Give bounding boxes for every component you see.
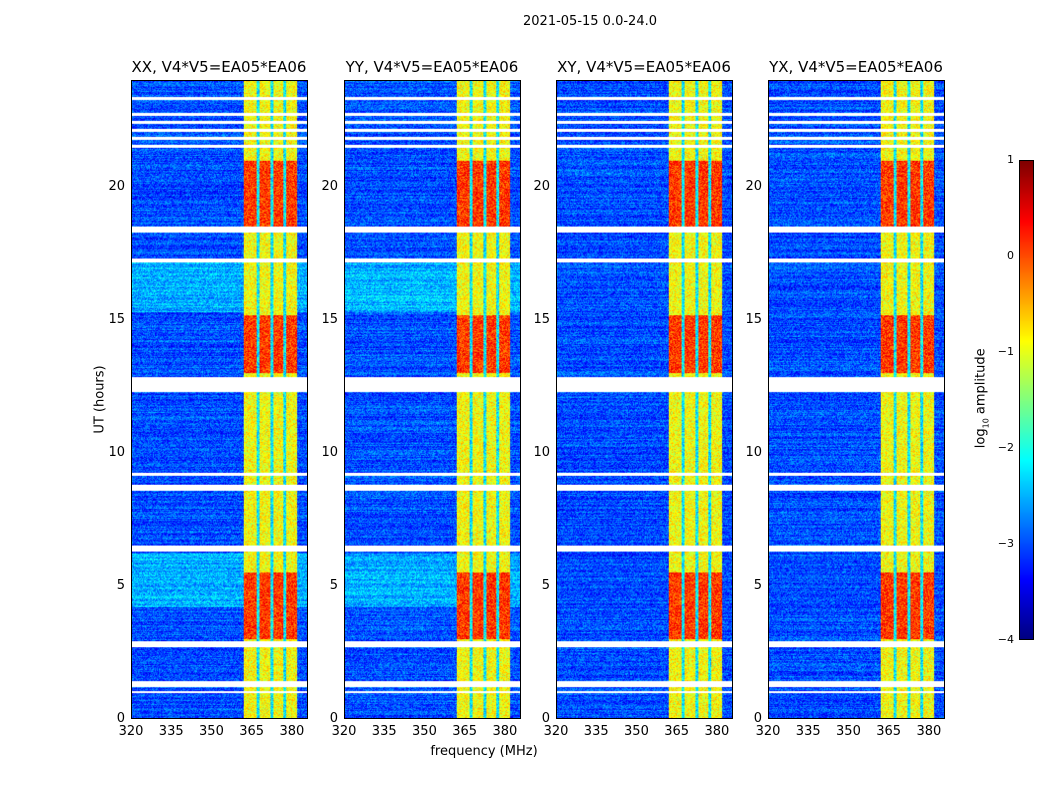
y-tick-label: 0 — [753, 711, 762, 726]
x-tick-label: 380 — [279, 724, 305, 739]
y-tick-label: 15 — [321, 311, 338, 327]
y-tick-label: 0 — [541, 711, 550, 726]
y-tick-label: 0 — [116, 711, 125, 726]
x-tick-label: 380 — [492, 724, 518, 739]
x-tick-label: 335 — [583, 724, 609, 739]
y-tick-label: 10 — [533, 444, 550, 460]
colorbar-tick-label: 1 — [1007, 153, 1014, 166]
colorbar-tick-label: −2 — [997, 441, 1014, 454]
y-tick-label: 15 — [745, 311, 762, 327]
x-tick-label: 365 — [664, 724, 690, 739]
y-tick-label: 5 — [753, 577, 762, 593]
x-tick-label: 350 — [836, 724, 861, 739]
heatmap-cells — [556, 80, 733, 719]
x-tick-label: 365 — [876, 724, 902, 739]
x-tick-label: 380 — [916, 724, 942, 739]
y-tick-label: 0 — [329, 711, 338, 726]
y-tick-label: 5 — [116, 577, 125, 593]
colorbar-tick-label: −1 — [997, 345, 1014, 358]
figure-title: 2021-05-15 0.0-24.0 — [523, 14, 657, 29]
y-tick-label: 15 — [533, 311, 550, 327]
y-tick-label: 20 — [108, 178, 125, 194]
y-tick-label: 20 — [745, 178, 762, 194]
x-tick-label: 320 — [118, 724, 144, 739]
y-axis-label: UT (hours) — [92, 365, 108, 434]
x-tick-label: 320 — [543, 724, 569, 739]
x-tick-label: 320 — [331, 724, 357, 739]
colorbar-tick-label: −4 — [997, 633, 1014, 646]
x-tick-label: 335 — [158, 724, 184, 739]
x-tick-label: 350 — [412, 724, 437, 739]
x-tick-label: 350 — [624, 724, 649, 739]
panel-title: YX, V4*V5=EA05*EA06 — [769, 58, 943, 76]
heatmap-cells — [344, 80, 521, 719]
y-tick-label: 20 — [321, 178, 338, 194]
heatmap-cells — [131, 80, 308, 719]
x-tick-label: 350 — [199, 724, 224, 739]
x-tick-label: 365 — [239, 724, 265, 739]
x-tick-label: 365 — [452, 724, 478, 739]
panel-title: XY, V4*V5=EA05*EA06 — [557, 58, 731, 76]
x-tick-label: 335 — [795, 724, 821, 739]
colorbar-label: log10 amplitude — [973, 348, 991, 449]
y-tick-label: 10 — [321, 444, 338, 460]
colorbar-tick-label: 0 — [1007, 249, 1014, 262]
colorbar-tick-label: −3 — [997, 537, 1014, 550]
heatmap-cells — [768, 80, 945, 719]
panel-title: XX, V4*V5=EA05*EA06 — [131, 58, 307, 76]
y-tick-label: 20 — [533, 178, 550, 194]
colorbar — [1019, 160, 1034, 640]
x-tick-label: 380 — [704, 724, 730, 739]
y-tick-label: 5 — [329, 577, 338, 593]
panel-title: YY, V4*V5=EA05*EA06 — [345, 58, 519, 76]
x-axis-label: frequency (MHz) — [430, 744, 538, 759]
y-tick-label: 10 — [745, 444, 762, 460]
y-tick-label: 10 — [108, 444, 125, 460]
y-tick-label: 15 — [108, 311, 125, 327]
x-tick-label: 335 — [371, 724, 397, 739]
x-tick-label: 320 — [755, 724, 781, 739]
y-tick-label: 5 — [541, 577, 550, 593]
